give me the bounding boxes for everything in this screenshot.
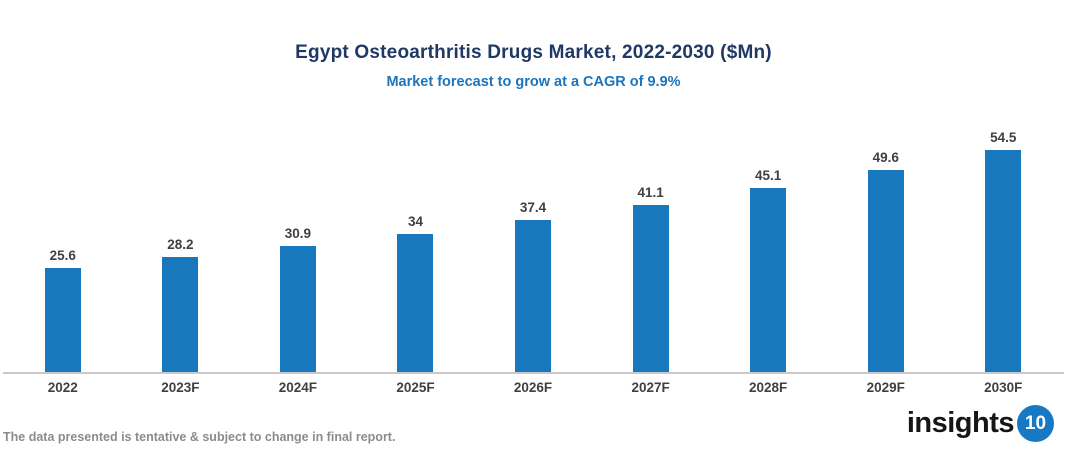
bar-value-label: 37.4 (519, 199, 547, 215)
bar-value-label: 45.1 (755, 168, 782, 184)
x-axis-label: 2029F (866, 380, 905, 395)
bar (867, 169, 904, 373)
x-axis-label: 2024F (278, 380, 318, 395)
bar (397, 233, 434, 373)
x-axis-label: 2030F (984, 380, 1023, 395)
footer-disclaimer: The data presented is tentative & subjec… (3, 430, 396, 444)
bar-column: 30.9 (239, 226, 357, 373)
bar-column: 28.2 (122, 237, 240, 373)
x-axis-label: 2027F (631, 380, 670, 395)
bar-column: 34 (357, 214, 475, 373)
bar-column: 37.4 (474, 200, 592, 373)
chart-subtitle: Market forecast to grow at a CAGR of 9.9… (386, 74, 681, 90)
x-axis-label: 2025F (396, 380, 435, 395)
insights10-logo: insights 10 (907, 405, 1054, 442)
bar-column: 41.1 (592, 184, 710, 373)
x-axis-labels: 2022 2023F 2024F 2025F 2026F 2027F 2028F 2029F 2… (4, 380, 1062, 395)
bar (750, 188, 787, 373)
bar-value-label: 28.2 (167, 237, 194, 253)
bar-value-label: 30.9 (284, 226, 312, 242)
x-axis-label: 2023F (161, 380, 200, 395)
bar (515, 219, 552, 373)
bars-row: 25.6 28.2 30.9 34 37.4 41.1 45.1 49.6 54.5 (4, 130, 1062, 373)
bar-value-label: 41.1 (637, 184, 664, 200)
bar (985, 149, 1022, 373)
bar-value-label: 49.6 (872, 149, 899, 165)
bar (162, 257, 199, 373)
bar-column: 25.6 (4, 248, 122, 373)
x-axis-label: 2022 (47, 380, 78, 395)
bar (44, 268, 81, 373)
x-axis-line (3, 372, 1064, 374)
bar-value-label: 25.6 (49, 248, 76, 263)
bar (279, 246, 316, 373)
bar-column: 49.6 (827, 150, 945, 373)
logo-badge: 10 (1017, 405, 1054, 442)
logo-text: insights (906, 407, 1015, 439)
bar-column: 45.1 (709, 168, 827, 373)
chart-title: Egypt Osteoarthritis Drugs Market, 2022-… (295, 42, 772, 63)
bar-column: 54.5 (945, 130, 1063, 373)
x-axis-label: 2028F (749, 380, 788, 395)
x-axis-label: 2026F (513, 380, 553, 395)
bar-value-label: 34 (407, 213, 423, 229)
bar-value-label: 54.5 (990, 129, 1017, 145)
bar (632, 204, 669, 373)
